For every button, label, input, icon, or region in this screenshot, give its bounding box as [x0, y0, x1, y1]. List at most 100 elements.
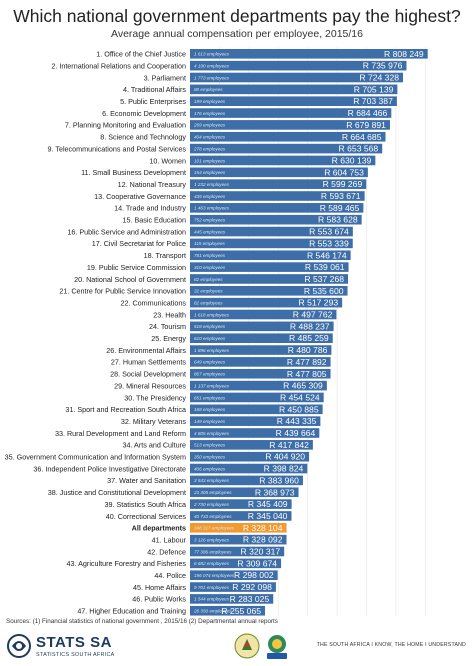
category-label: 23. Health [153, 310, 186, 319]
category-label: 11. Small Business Development [81, 168, 186, 177]
employee-count-label: 445 employees [194, 229, 226, 234]
bar [190, 570, 278, 580]
bar [190, 191, 365, 201]
category-label: 5. Public Enterprises [120, 97, 186, 106]
employee-count-label: 101 employees [194, 158, 226, 163]
category-label: 20. National School of Government [74, 275, 186, 284]
value-label: R 537 268 [304, 274, 344, 284]
category-label: 39. Statistics South Africa [105, 500, 187, 509]
bar [190, 108, 392, 118]
value-label: R 485 259 [289, 333, 329, 343]
bar [190, 357, 331, 367]
category-label: 44. Police [154, 571, 186, 580]
value-label: R 664 685 [342, 132, 382, 142]
ndp-logo-icon [267, 635, 287, 659]
value-label: R 404 920 [265, 452, 305, 462]
employee-count-label: 23 305 employees [193, 490, 232, 495]
category-label: 34. Arts and Culture [122, 441, 186, 450]
value-label: R 553 339 [309, 238, 349, 248]
category-label: 22. Communications [120, 298, 186, 307]
employee-count-label: 404 employees [194, 135, 226, 140]
value-label: R 679 891 [346, 120, 386, 130]
employee-count-label: 154 employees [194, 170, 226, 175]
bar [190, 155, 376, 166]
category-label: 36. Independent Police Investigative Dir… [33, 464, 186, 473]
tagline: THE SOUTH AFRICA I KNOW, THE HOME I UNDE… [316, 642, 466, 648]
bar [190, 60, 407, 71]
employee-count-label: 1 137 employees [194, 383, 230, 388]
employee-count-label: 1 773 employees [194, 75, 230, 80]
employee-count-label: 651 employees [194, 395, 226, 400]
category-label: 41. Labour [152, 535, 187, 544]
bar [190, 49, 428, 59]
value-label: R 539 061 [305, 262, 345, 272]
bar [190, 475, 303, 486]
employee-count-label: 4 805 employees [194, 431, 230, 436]
category-label: 7. Planning Monitoring and Evaluation [65, 121, 186, 130]
logo-name: STATS SA [36, 634, 112, 651]
value-label: R 488 237 [290, 321, 330, 331]
bar [190, 523, 287, 533]
employee-count-label: 406 employees [194, 466, 226, 471]
value-label: R 328 092 [243, 535, 283, 545]
bar [190, 428, 320, 438]
category-label: 35. Government Communication and Informa… [5, 453, 186, 462]
bar [190, 238, 353, 249]
bar [190, 404, 323, 415]
value-label: R 546 174 [307, 250, 347, 260]
value-label: R 808 249 [384, 49, 424, 59]
bar [190, 120, 390, 130]
bar [190, 368, 331, 379]
employee-count-label: 278 employees [193, 146, 226, 151]
bar [190, 605, 266, 616]
value-label: R 283 025 [230, 594, 270, 604]
value-label: R 320 317 [241, 547, 281, 557]
value-label: R 398 824 [264, 464, 304, 474]
category-label: 29. Mineral Resources [114, 381, 186, 390]
employee-count-label: 348 317 employees [194, 526, 235, 531]
employee-count-label: 9 701 employees [194, 585, 230, 590]
value-label: R 583 628 [318, 215, 358, 225]
employee-count-label: 168 employees [194, 407, 226, 412]
value-label: R 593 671 [321, 191, 361, 201]
category-label: 21. Centre for Public Service Innovation [59, 287, 186, 296]
value-label: R 599 269 [323, 179, 363, 189]
employee-count-label: 77 386 employees [194, 549, 232, 554]
employee-count-label: 310 employees [194, 265, 226, 270]
category-label: 17. Civil Secretariat for Police [92, 239, 186, 248]
bar [190, 286, 348, 296]
value-label: R 255 065 [221, 606, 261, 616]
category-label: 13. Cooperative Governance [94, 192, 186, 201]
stats-sa-logo-mark-icon [7, 634, 31, 658]
bar [190, 84, 398, 95]
category-label: 30. The Presidency [124, 393, 186, 402]
category-label: 14. Trade and Industry [114, 204, 186, 213]
value-label: R 465 309 [283, 381, 323, 391]
bar [190, 297, 343, 308]
employee-count-label: 513 employees [194, 443, 226, 448]
value-label: R 724 328 [359, 73, 399, 83]
value-label: R 535 600 [304, 286, 344, 296]
bar [190, 262, 349, 272]
category-label: 40. Correctional Services [106, 512, 187, 521]
bar [190, 214, 362, 225]
category-label: 4. Traditional Affairs [123, 85, 186, 94]
bar [190, 96, 397, 106]
value-label: R 368 973 [255, 487, 295, 497]
category-label: 47. Higher Education and Training [77, 607, 186, 616]
category-label: 24. Tourism [149, 322, 186, 331]
employee-count-label: 6 682 employees [194, 561, 230, 566]
bar [190, 594, 274, 604]
category-label: 25. Energy [151, 334, 186, 343]
employee-count-label: 435 employees [194, 194, 226, 199]
employee-count-label: 199 employees [194, 99, 226, 104]
employee-count-label: 1 544 employees [194, 597, 230, 602]
category-label: 12. National Treasury [118, 180, 187, 189]
category-label: 42. Defence [147, 547, 186, 556]
employee-count-label: 518 employees [194, 324, 226, 329]
bar [190, 380, 327, 391]
value-label: R 480 786 [288, 345, 328, 355]
bar [190, 451, 310, 462]
bar [190, 143, 383, 154]
category-label: All departments [132, 524, 186, 533]
